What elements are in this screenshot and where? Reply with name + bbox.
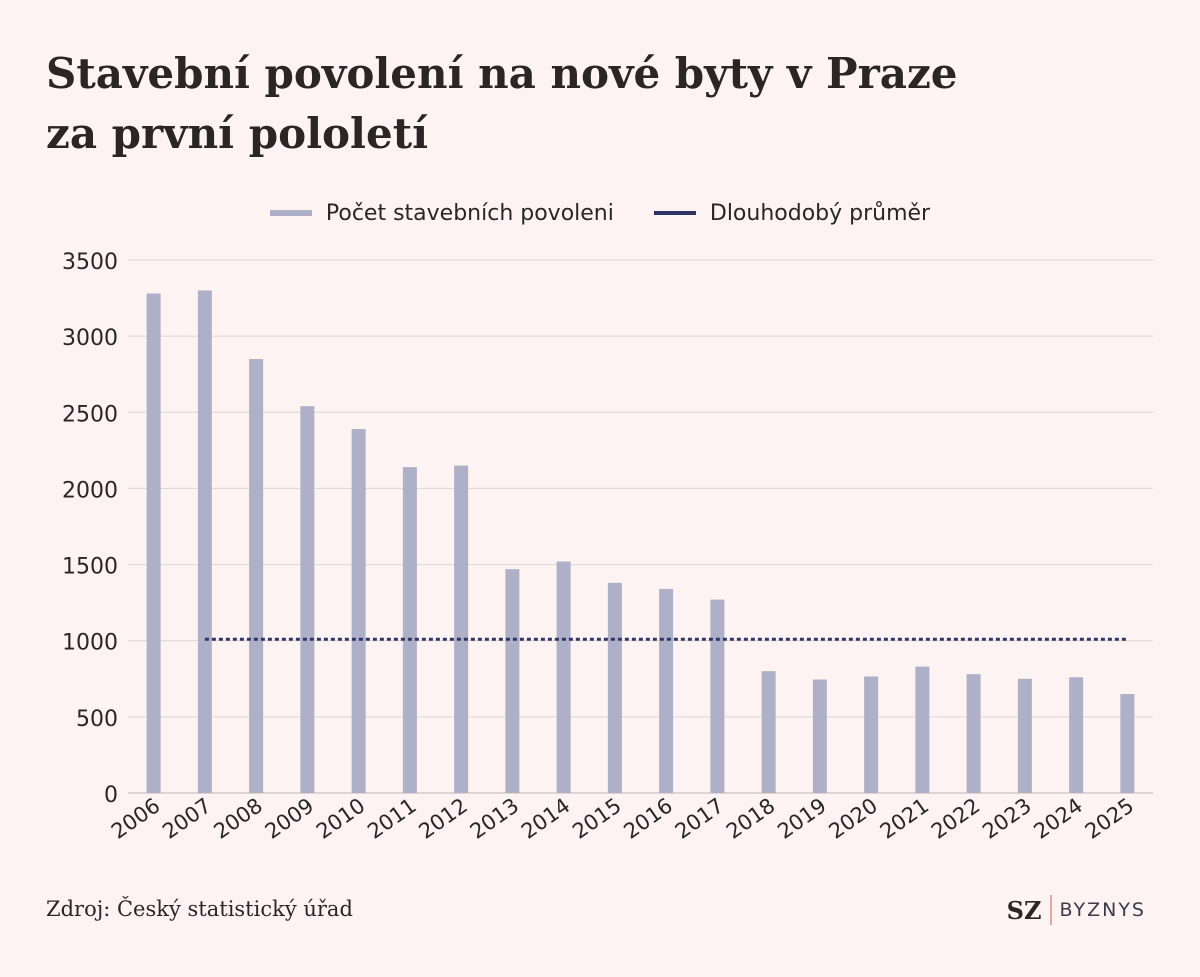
x-tick-label: 2010 [312,793,370,843]
y-tick-label: 3500 [62,250,118,275]
x-tick-label: 2013 [466,793,524,843]
x-tick-label: 2017 [671,793,729,843]
bar [812,679,827,793]
x-tick-label: 2020 [824,793,882,843]
brand-logo: SZ BYZNYS [1007,895,1146,925]
y-tick-label: 2500 [62,402,118,427]
x-tick-label: 2016 [619,793,677,843]
x-tick-label: 2014 [517,793,575,843]
bar [300,406,315,793]
x-tick-label: 2011 [363,793,421,843]
x-tick-label: 2018 [722,793,780,843]
bar [659,588,674,793]
bar [556,561,571,793]
x-tick-label: 2021 [876,793,934,843]
bar [249,358,264,793]
brand-separator [1049,895,1052,925]
x-tick-label: 2023 [978,793,1036,843]
bar [607,582,622,793]
x-tick-label: 2015 [568,793,626,843]
bar [146,293,161,793]
brand-byznys: BYZNYS [1059,899,1146,921]
bar [966,674,981,793]
bar [915,666,930,793]
y-tick-label: 500 [76,707,118,732]
x-tick-label: 2022 [927,793,985,843]
y-tick-label: 1500 [62,555,118,580]
bar [761,671,776,793]
bar [864,676,879,793]
y-tick-label: 1000 [62,631,118,656]
source-note: Zdroj: Český statistický úřad [46,897,353,921]
y-tick-label: 3000 [62,326,118,351]
bar [1017,678,1032,793]
bar [454,465,469,793]
legend-line-label: Dlouhodobý průměr [709,200,931,226]
bar [1069,677,1084,793]
bar [351,429,366,793]
x-tick-label: 2012 [414,793,472,843]
bar [402,467,417,793]
legend-line-swatch [653,211,696,215]
y-tick-label: 0 [104,783,118,808]
brand-sz: SZ [1006,895,1042,925]
bar [197,290,212,793]
chart-title: Stavební povolení na nové byty v Praze z… [46,44,1146,164]
bar [710,599,725,793]
x-tick-label: 2008 [209,793,267,843]
bar [505,569,520,793]
legend-item-bars: Počet stavebních povoleni [269,200,614,226]
bar [1120,694,1135,793]
y-tick-label: 2000 [62,478,118,503]
legend-item-average: Dlouhodobý průměr [653,200,931,226]
legend-bar-swatch [269,210,312,216]
legend-bars-label: Počet stavebních povoleni [325,200,614,226]
x-tick-label: 2007 [158,793,216,843]
chart-title-line-1: Stavební povolení na nové byty v Praze [46,49,958,98]
x-tick-label: 2009 [261,793,319,843]
x-tick-label: 2025 [1081,793,1139,843]
x-tick-label: 2024 [1029,793,1087,843]
chart-title-line-2: za první pololetí [46,109,429,158]
chart-legend: Počet stavebních povoleni Dlouhodobý prů… [0,193,1200,233]
x-tick-label: 2019 [773,793,831,843]
